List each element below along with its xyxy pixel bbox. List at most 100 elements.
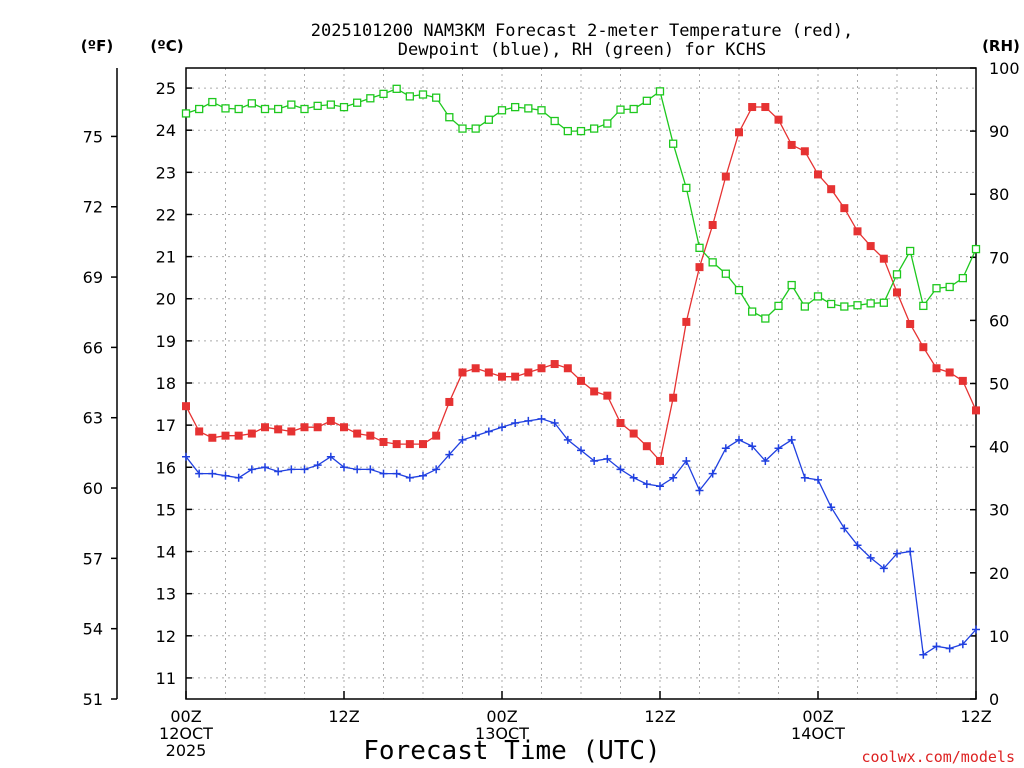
data-point	[234, 104, 243, 114]
data-point	[827, 185, 836, 194]
data-point	[761, 103, 770, 112]
data-point	[906, 547, 915, 556]
data-point	[208, 469, 217, 478]
data-point	[524, 104, 533, 113]
series-2-meter-temperature	[182, 103, 980, 465]
fahrenheit-tick-label: 66	[83, 338, 103, 357]
x-tick-label: 14OCT	[791, 724, 845, 743]
data-point	[734, 285, 744, 295]
celsius-tick-label: 25	[156, 79, 176, 98]
data-point	[695, 263, 704, 272]
x-axis-title: Forecast Time (UTC)	[363, 736, 660, 766]
rh-tick-label: 70	[989, 248, 1009, 267]
data-point	[221, 104, 230, 113]
data-point	[550, 419, 559, 428]
data-point	[603, 119, 612, 128]
data-point	[669, 473, 678, 482]
data-point	[497, 106, 507, 115]
data-point	[195, 427, 204, 436]
data-point	[735, 435, 743, 444]
data-point	[550, 116, 559, 126]
data-point	[682, 183, 691, 193]
data-point	[379, 437, 388, 446]
data-point	[866, 242, 875, 251]
data-point	[932, 284, 941, 293]
data-point	[840, 302, 849, 311]
data-point	[787, 280, 796, 290]
data-point	[642, 442, 651, 451]
data-point	[392, 440, 401, 449]
data-point	[182, 452, 190, 461]
data-point	[445, 397, 454, 406]
rh-tick-label: 10	[989, 627, 1009, 646]
data-point	[300, 423, 309, 432]
data-point	[261, 423, 269, 432]
data-point	[221, 471, 230, 480]
celsius-tick-label: 23	[156, 163, 176, 182]
data-point	[590, 456, 599, 465]
data-point	[366, 465, 375, 474]
data-point	[945, 282, 954, 292]
data-point	[195, 104, 204, 114]
data-point	[616, 105, 625, 114]
fahrenheit-tick-label: 72	[83, 198, 103, 217]
data-point	[866, 299, 875, 308]
celsius-tick-label: 22	[156, 205, 176, 224]
data-point	[419, 440, 427, 449]
x-tick-label: 00Z	[486, 707, 517, 726]
rh-tick-label: 0	[989, 690, 999, 709]
data-point	[642, 96, 651, 105]
data-point	[432, 431, 441, 440]
data-point	[616, 465, 625, 474]
data-point	[669, 393, 678, 402]
data-point	[537, 414, 546, 423]
data-point	[221, 431, 230, 440]
data-point	[419, 471, 427, 480]
data-point	[340, 423, 348, 432]
data-point	[577, 446, 585, 455]
data-point	[642, 480, 651, 489]
data-point	[458, 368, 467, 377]
data-point	[287, 427, 296, 436]
x-tick-label: 12Z	[960, 707, 991, 726]
data-point	[721, 269, 730, 278]
data-point	[958, 273, 967, 283]
fahrenheit-tick-label: 75	[83, 127, 103, 146]
data-point	[563, 126, 572, 136]
celsius-tick-label: 11	[156, 669, 176, 688]
data-point	[827, 503, 836, 512]
data-point	[695, 243, 704, 252]
data-point	[879, 564, 888, 573]
rh-tick-label: 50	[989, 375, 1009, 394]
data-point	[629, 473, 638, 482]
rh-tick-label: 40	[989, 438, 1009, 457]
data-point	[774, 444, 783, 453]
data-point	[405, 92, 414, 101]
data-point	[181, 109, 191, 118]
rh-tick-label: 100	[989, 59, 1020, 78]
data-point	[972, 625, 980, 634]
axes: 11 12 13 14 15 16 17 18 19 20 21 22 23 24 25 51 54 57 60 63…	[83, 59, 1020, 760]
data-point	[932, 364, 941, 373]
data-point	[748, 442, 757, 451]
data-point	[906, 320, 915, 329]
data-point	[484, 115, 493, 124]
celsius-tick-label: 20	[156, 290, 176, 309]
celsius-tick-label: 17	[156, 416, 176, 435]
rh-tick-label: 60	[989, 311, 1009, 330]
data-point	[958, 640, 967, 649]
data-point	[787, 140, 796, 149]
data-point	[234, 473, 243, 482]
celsius-tick-label: 13	[156, 585, 176, 604]
data-point	[511, 372, 520, 381]
data-point	[893, 288, 901, 297]
data-point	[392, 469, 401, 478]
data-point	[866, 553, 875, 562]
data-point	[893, 549, 901, 558]
data-point	[261, 463, 269, 472]
data-point	[708, 221, 717, 229]
data-point	[945, 368, 954, 377]
fahrenheit-tick-label: 57	[83, 549, 103, 568]
data-point	[445, 113, 454, 122]
credit-label: coolwx.com/models	[861, 748, 1015, 766]
